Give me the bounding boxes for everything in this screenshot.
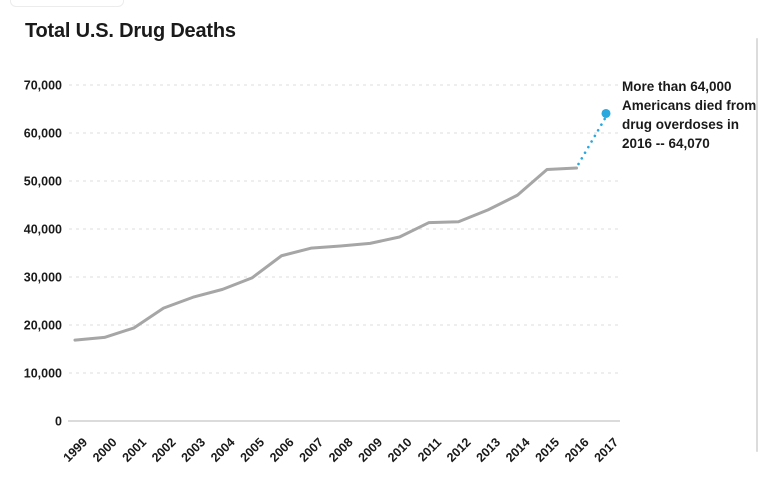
y-tick-label: 30,000 bbox=[24, 271, 62, 285]
annotation-line: More than 64,000 bbox=[622, 79, 732, 94]
y-tick-label: 40,000 bbox=[24, 223, 62, 237]
x-tick-label: 2000 bbox=[90, 435, 120, 465]
x-tick-label: 2007 bbox=[297, 435, 327, 465]
x-tick-label: 2009 bbox=[356, 435, 386, 465]
x-tick-label: 2006 bbox=[267, 435, 297, 465]
x-axis-labels: 1999 2000 2001 2002 2003 2004 2005 2006 2007 2008… bbox=[61, 435, 622, 465]
x-tick-label: 2014 bbox=[503, 435, 533, 465]
y-tick-label: 10,000 bbox=[24, 367, 62, 381]
x-tick-label: 2012 bbox=[444, 435, 474, 465]
annotation-line: drug overdoses in bbox=[622, 117, 740, 132]
projection-dotted-line bbox=[577, 117, 607, 166]
x-tick-label: 2001 bbox=[120, 435, 150, 465]
y-tick-label: 50,000 bbox=[24, 175, 62, 189]
x-tick-label: 2003 bbox=[179, 435, 209, 465]
x-tick-label: 2008 bbox=[326, 435, 356, 465]
x-tick-label: 2015 bbox=[533, 435, 563, 465]
y-tick-label: 60,000 bbox=[24, 127, 62, 141]
y-tick-label: 0 bbox=[55, 415, 62, 429]
x-tick-label: 2016 bbox=[562, 435, 592, 465]
annotation: More than 64,000 Americans died from dru… bbox=[622, 77, 762, 153]
x-tick-label: 2004 bbox=[208, 435, 238, 465]
actual-deaths-line bbox=[73, 166, 578, 342]
y-tick-label: 70,000 bbox=[24, 79, 62, 93]
x-tick-label: 2013 bbox=[474, 435, 504, 465]
x-tick-label: 2017 bbox=[592, 435, 622, 465]
x-tick-label: 2005 bbox=[238, 435, 268, 465]
chart-title: Total U.S. Drug Deaths bbox=[25, 20, 236, 42]
y-gridlines bbox=[68, 84, 620, 422]
annotation-line: Americans died from bbox=[622, 98, 757, 113]
y-tick-label: 20,000 bbox=[24, 319, 62, 333]
x-tick-label: 2011 bbox=[415, 435, 444, 464]
card-right-border bbox=[756, 38, 758, 452]
x-tick-label: 2010 bbox=[385, 435, 415, 465]
x-tick-label: 1999 bbox=[61, 435, 91, 465]
y-axis-labels: 0 10,000 20,000 30,000 40,000 50,000 60,000 70,… bbox=[24, 79, 62, 429]
annotation-line: 2016 -- 64,070 bbox=[622, 136, 710, 151]
x-tick-label: 2002 bbox=[149, 435, 179, 465]
projection-end-dot bbox=[601, 108, 611, 118]
